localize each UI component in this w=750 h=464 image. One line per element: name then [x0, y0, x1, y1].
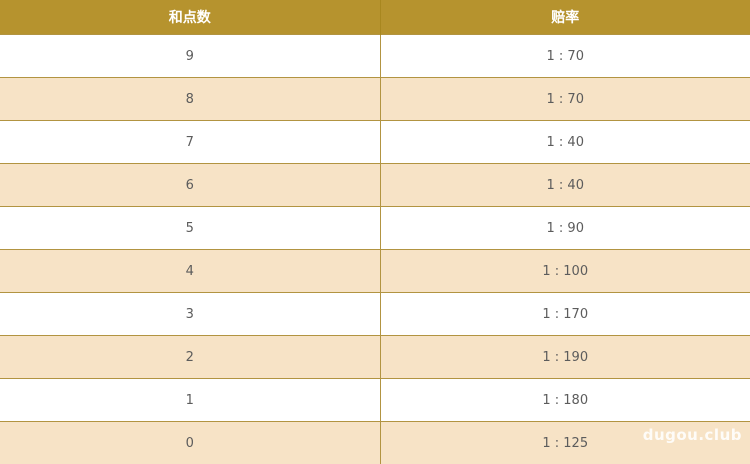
cell-points: 3	[0, 292, 381, 336]
cell-odds: 1 : 190	[380, 335, 750, 379]
cell-odds: 1 : 100	[380, 249, 750, 293]
column-header-points: 和点数	[0, 0, 381, 35]
cell-odds: 1 : 180	[380, 378, 750, 422]
cell-points: 4	[0, 249, 381, 293]
cell-points: 5	[0, 206, 381, 250]
cell-points: 6	[0, 163, 381, 207]
cell-points: 7	[0, 120, 381, 164]
cell-points: 8	[0, 77, 381, 121]
cell-odds: 1 : 170	[380, 292, 750, 336]
cell-points: 2	[0, 335, 381, 379]
cell-odds: 1 : 40	[380, 163, 750, 207]
cell-odds: 1 : 70	[380, 34, 750, 78]
cell-points: 9	[0, 34, 381, 78]
cell-odds: 1 : 40	[380, 120, 750, 164]
cell-points: 0	[0, 421, 381, 464]
cell-points: 1	[0, 378, 381, 422]
cell-odds: 1 : 90	[380, 206, 750, 250]
table-header-row: 和点数 赔率	[0, 0, 750, 35]
column-header-odds: 赔率	[380, 0, 750, 35]
cell-odds: 1 : 70	[380, 77, 750, 121]
cell-odds: 1 : 125	[380, 421, 750, 464]
